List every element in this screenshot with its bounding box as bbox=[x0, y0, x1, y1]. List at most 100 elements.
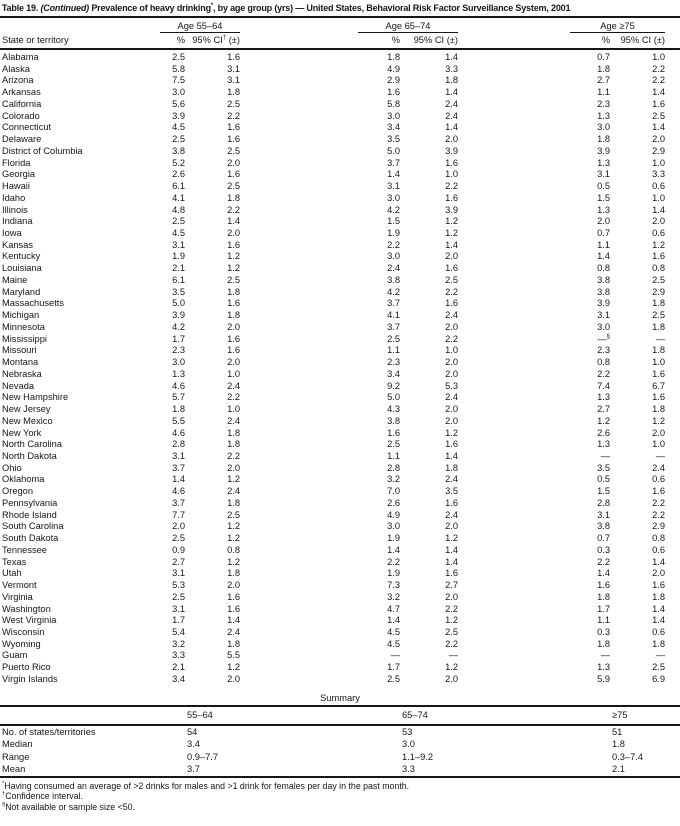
percent-value: 4.5 bbox=[387, 638, 400, 649]
ci-value: 2.0 bbox=[445, 404, 458, 415]
ci-value: 1.4 bbox=[652, 204, 665, 215]
ci-value: 1.6 bbox=[652, 98, 665, 109]
summary-col-75plus: ≥75 bbox=[612, 709, 628, 720]
percent-value: 2.7 bbox=[597, 404, 610, 415]
table-row: Virgin Islands 3.4 2.0 2.5 2.0 5.9 6.9 bbox=[0, 674, 680, 686]
ci-value: 2.2 bbox=[227, 450, 240, 461]
ci-value: 1.2 bbox=[227, 251, 240, 262]
ci-value: 1.4 bbox=[652, 122, 665, 133]
summary-row-label: Median bbox=[2, 739, 33, 750]
percent-value: 3.8 bbox=[387, 415, 400, 426]
percent-value: 1.4 bbox=[597, 251, 610, 262]
ci-value: 2.4 bbox=[445, 110, 458, 121]
state-name: Wisconsin bbox=[2, 626, 45, 637]
table-row: Utah 3.1 1.8 1.9 1.6 1.4 2.0 bbox=[0, 568, 680, 580]
percent-value: 1.6 bbox=[597, 580, 610, 591]
percent-value: 1.4 bbox=[597, 568, 610, 579]
state-name: Alaska bbox=[2, 63, 30, 74]
state-name: Massachusetts bbox=[2, 298, 65, 309]
percent-value: 2.5 bbox=[172, 533, 185, 544]
ci-value: 1.4 bbox=[445, 52, 458, 62]
percent-value: 1.9 bbox=[387, 533, 400, 544]
percent-value: —§ bbox=[597, 333, 610, 344]
ci-value: 1.8 bbox=[227, 87, 240, 98]
percent-value: 0.5 bbox=[597, 181, 610, 192]
summary-title: Summary bbox=[320, 692, 360, 703]
ci-value: 2.0 bbox=[652, 427, 665, 438]
ci-value: 0.6 bbox=[652, 228, 665, 239]
percent-value: 3.0 bbox=[387, 521, 400, 532]
ci-value: 1.8 bbox=[227, 568, 240, 579]
ci-value: 3.9 bbox=[445, 204, 458, 215]
ci-value: 2.0 bbox=[227, 321, 240, 332]
age-group-65-74-header: Age 65–74 bbox=[358, 21, 458, 33]
state-name: Kansas bbox=[2, 239, 34, 250]
ci-value: 0.6 bbox=[652, 544, 665, 555]
percent-value: 3.3 bbox=[172, 650, 185, 661]
ci-value: 1.2 bbox=[652, 415, 665, 426]
ci-value: 2.0 bbox=[227, 673, 240, 684]
ci-value: 1.2 bbox=[445, 615, 458, 626]
column-header-row: State or territory % 95% CI† (±) % 95% C… bbox=[0, 33, 680, 48]
ci-value: 2.5 bbox=[652, 274, 665, 285]
summary-value: 3.7 bbox=[187, 764, 200, 775]
percent-value: 3.0 bbox=[597, 122, 610, 133]
ci-value: 1.4 bbox=[445, 544, 458, 555]
percent-value: 1.1 bbox=[387, 450, 400, 461]
percent-column-header: % bbox=[601, 35, 610, 45]
state-name: Arizona bbox=[2, 75, 34, 86]
percent-value: 3.7 bbox=[387, 298, 400, 309]
state-name: Missouri bbox=[2, 345, 37, 356]
percent-column-header: % bbox=[176, 35, 185, 45]
ci-value: 1.2 bbox=[227, 556, 240, 567]
percent-value: 1.1 bbox=[387, 345, 400, 356]
ci-value: 0.8 bbox=[227, 544, 240, 555]
ci-value: 2.2 bbox=[445, 181, 458, 192]
ci-value: 1.8 bbox=[652, 591, 665, 602]
percent-value: 3.4 bbox=[172, 673, 185, 684]
table-row: Massachusetts 5.0 1.6 3.7 1.6 3.9 1.8 bbox=[0, 298, 680, 310]
ci-value: 2.4 bbox=[227, 486, 240, 497]
state-name: Iowa bbox=[2, 228, 22, 239]
summary-value: 3.4 bbox=[187, 739, 200, 750]
ci-value: 2.2 bbox=[652, 63, 665, 74]
percent-value: 3.1 bbox=[172, 450, 185, 461]
ci-value: 0.8 bbox=[652, 263, 665, 274]
percent-value: 5.0 bbox=[172, 298, 185, 309]
percent-value: 2.3 bbox=[172, 345, 185, 356]
percent-value: 4.8 bbox=[172, 204, 185, 215]
percent-value: 1.8 bbox=[597, 591, 610, 602]
percent-value: 3.9 bbox=[172, 310, 185, 321]
percent-value: 3.9 bbox=[597, 298, 610, 309]
table-row: Texas 2.7 1.2 2.2 1.4 2.2 1.4 bbox=[0, 557, 680, 569]
ci-value: 2.0 bbox=[445, 368, 458, 379]
ci-value: 1.4 bbox=[652, 87, 665, 98]
table-row: Montana 3.0 2.0 2.3 2.0 0.8 1.0 bbox=[0, 357, 680, 369]
percent-value: 2.1 bbox=[172, 263, 185, 274]
ci-value: 1.2 bbox=[445, 662, 458, 673]
state-name: Pennsylvania bbox=[2, 497, 58, 508]
ci-value: 2.2 bbox=[445, 638, 458, 649]
percent-value: 1.3 bbox=[597, 110, 610, 121]
percent-value: 2.5 bbox=[172, 134, 185, 145]
percent-value: 3.4 bbox=[387, 368, 400, 379]
ci-value: 2.9 bbox=[652, 521, 665, 532]
ci-value: 1.4 bbox=[445, 87, 458, 98]
summary-top-divider bbox=[0, 704, 680, 707]
ci-value: 1.0 bbox=[227, 404, 240, 415]
ci-value: 2.0 bbox=[445, 251, 458, 262]
percent-value: 2.8 bbox=[597, 497, 610, 508]
state-name: Illinois bbox=[2, 204, 28, 215]
table-row: Arkansas 3.0 1.8 1.6 1.4 1.1 1.4 bbox=[0, 87, 680, 99]
table-row: Puerto Rico 2.1 1.2 1.7 1.2 1.3 2.5 bbox=[0, 662, 680, 674]
percent-value: 2.5 bbox=[387, 439, 400, 450]
percent-value: 3.1 bbox=[597, 310, 610, 321]
state-name: Montana bbox=[2, 357, 39, 368]
table-row: South Dakota 2.5 1.2 1.9 1.2 0.7 0.8 bbox=[0, 533, 680, 545]
ci-value: 1.6 bbox=[445, 192, 458, 203]
ci-value: 2.2 bbox=[445, 603, 458, 614]
percent-value: 2.0 bbox=[172, 521, 185, 532]
ci-value: 1.8 bbox=[445, 462, 458, 473]
percent-value: 5.5 bbox=[172, 415, 185, 426]
state-name: Kentucky bbox=[2, 251, 41, 262]
